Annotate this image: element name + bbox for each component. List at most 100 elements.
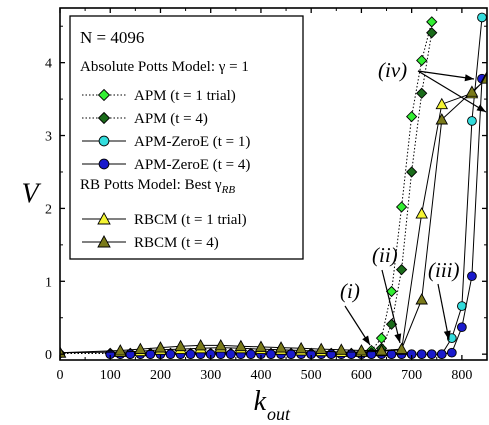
data-point bbox=[294, 341, 308, 354]
data-point bbox=[385, 285, 398, 298]
data-point bbox=[375, 344, 388, 356]
y-tick-label: 0 bbox=[45, 348, 52, 363]
legend-entry: APM-ZeroE (t = 1) bbox=[82, 134, 250, 150]
x-tick-label: 400 bbox=[250, 368, 271, 383]
data-point bbox=[174, 339, 187, 352]
annotation: (iii) bbox=[428, 258, 460, 341]
annotation-layer: (i) (ii) (iii) (iv) bbox=[340, 58, 487, 346]
data-point bbox=[214, 338, 228, 351]
legend-group2-title-subscript: RB bbox=[221, 184, 236, 196]
x-tick-label: 200 bbox=[150, 368, 171, 383]
arrow-head bbox=[394, 333, 402, 343]
data-point bbox=[286, 349, 296, 360]
axes-layer: 0 100 200 300 400 500 600 700 800 0 1 2 3 4 bbox=[45, 8, 487, 383]
data-point bbox=[426, 349, 437, 360]
x-tick-label: 700 bbox=[401, 368, 422, 383]
x-tick-label: 800 bbox=[451, 368, 472, 383]
data-point bbox=[436, 349, 447, 360]
data-point bbox=[406, 166, 418, 178]
legend: N = 4096 Absolute Potts Model: γ = 1 APM… bbox=[69, 15, 304, 260]
data-point bbox=[185, 349, 196, 360]
legend-label: RBCM (t = 1 trial) bbox=[134, 212, 247, 228]
y-axis-title: V bbox=[21, 178, 41, 209]
plot-frame bbox=[59, 7, 488, 361]
data-point bbox=[446, 347, 457, 358]
y-tick-label: 1 bbox=[45, 275, 52, 290]
legend-label: APM-ZeroE (t = 1) bbox=[134, 134, 250, 150]
legend-entry: APM (t = 4) bbox=[82, 111, 208, 127]
data-point bbox=[406, 110, 418, 123]
data-point bbox=[165, 349, 176, 360]
annotation-label: (ii) bbox=[372, 243, 398, 267]
arrow-head bbox=[443, 330, 451, 340]
legend-label: APM-ZeroE (t = 4) bbox=[134, 157, 250, 173]
annotation: (i) bbox=[340, 279, 371, 346]
data-point bbox=[346, 349, 357, 360]
legend-entry: RBCM (t = 1 trial) bbox=[82, 212, 247, 228]
annotation-arrow bbox=[437, 283, 450, 341]
data-point bbox=[194, 338, 207, 351]
y-tick-label: 2 bbox=[45, 202, 52, 217]
legend-label: APM (t = 1 trial) bbox=[134, 88, 236, 104]
data-point bbox=[467, 116, 477, 126]
legend-entry: RBCM (t = 4) bbox=[82, 235, 219, 251]
annotation-label: (iii) bbox=[428, 258, 460, 282]
x-axis-title-subscript: out bbox=[267, 404, 291, 424]
data-point bbox=[266, 349, 276, 360]
annotation-label: (i) bbox=[340, 279, 360, 303]
x-tick-label: 500 bbox=[301, 368, 322, 383]
annotation-label: (iv) bbox=[378, 58, 407, 82]
annotation: (ii) bbox=[372, 243, 402, 344]
arrow-head bbox=[464, 74, 474, 82]
data-point bbox=[246, 349, 256, 360]
y-tick-label: 3 bbox=[45, 130, 52, 145]
data-point bbox=[416, 54, 428, 67]
data-point bbox=[395, 201, 408, 213]
x-tick-label: 300 bbox=[200, 368, 221, 383]
legend-marker bbox=[97, 88, 111, 102]
data-point bbox=[435, 113, 449, 125]
data-point bbox=[134, 342, 147, 355]
legend-group1-title: Absolute Potts Model: γ = 1 bbox=[80, 59, 249, 75]
data-point bbox=[465, 85, 479, 97]
series-layer bbox=[60, 12, 487, 360]
data-point bbox=[467, 271, 477, 282]
data-point bbox=[416, 349, 427, 360]
arrow-head bbox=[476, 104, 486, 112]
legend-marker bbox=[98, 135, 110, 147]
data-point bbox=[154, 341, 167, 353]
data-point bbox=[480, 72, 487, 84]
data-point bbox=[395, 342, 408, 355]
data-point bbox=[225, 349, 236, 360]
legend-marker bbox=[97, 212, 111, 225]
annotation: (iv) bbox=[378, 58, 487, 113]
data-point bbox=[254, 340, 268, 352]
annotation-arrow bbox=[417, 70, 487, 113]
y-tick-label: 4 bbox=[45, 57, 52, 72]
x-tick-label: 100 bbox=[100, 368, 121, 383]
x-axis-title: k bbox=[254, 386, 267, 417]
data-point bbox=[335, 343, 348, 355]
data-point bbox=[114, 344, 127, 356]
data-point bbox=[477, 12, 487, 23]
legend-header-n: N = 4096 bbox=[80, 28, 144, 47]
legend-marker bbox=[98, 158, 110, 170]
legend-label: APM (t = 4) bbox=[134, 111, 208, 127]
arrow-head bbox=[362, 335, 370, 345]
x-tick-label: 0 bbox=[57, 368, 64, 383]
x-tick-label: 600 bbox=[351, 368, 372, 383]
data-point bbox=[395, 263, 408, 276]
data-point bbox=[415, 207, 428, 219]
data-point bbox=[457, 322, 467, 333]
data-point bbox=[415, 293, 428, 305]
data-point bbox=[426, 16, 438, 28]
data-point bbox=[426, 27, 438, 39]
series-5 bbox=[60, 72, 487, 358]
data-point bbox=[234, 339, 248, 352]
legend-entry: APM (t = 1 trial) bbox=[82, 88, 236, 104]
annotation-arrow bbox=[417, 70, 475, 80]
legend-marker bbox=[97, 111, 111, 125]
legend-marker bbox=[97, 235, 111, 248]
legend-entry: APM-ZeroE (t = 4) bbox=[82, 157, 250, 173]
